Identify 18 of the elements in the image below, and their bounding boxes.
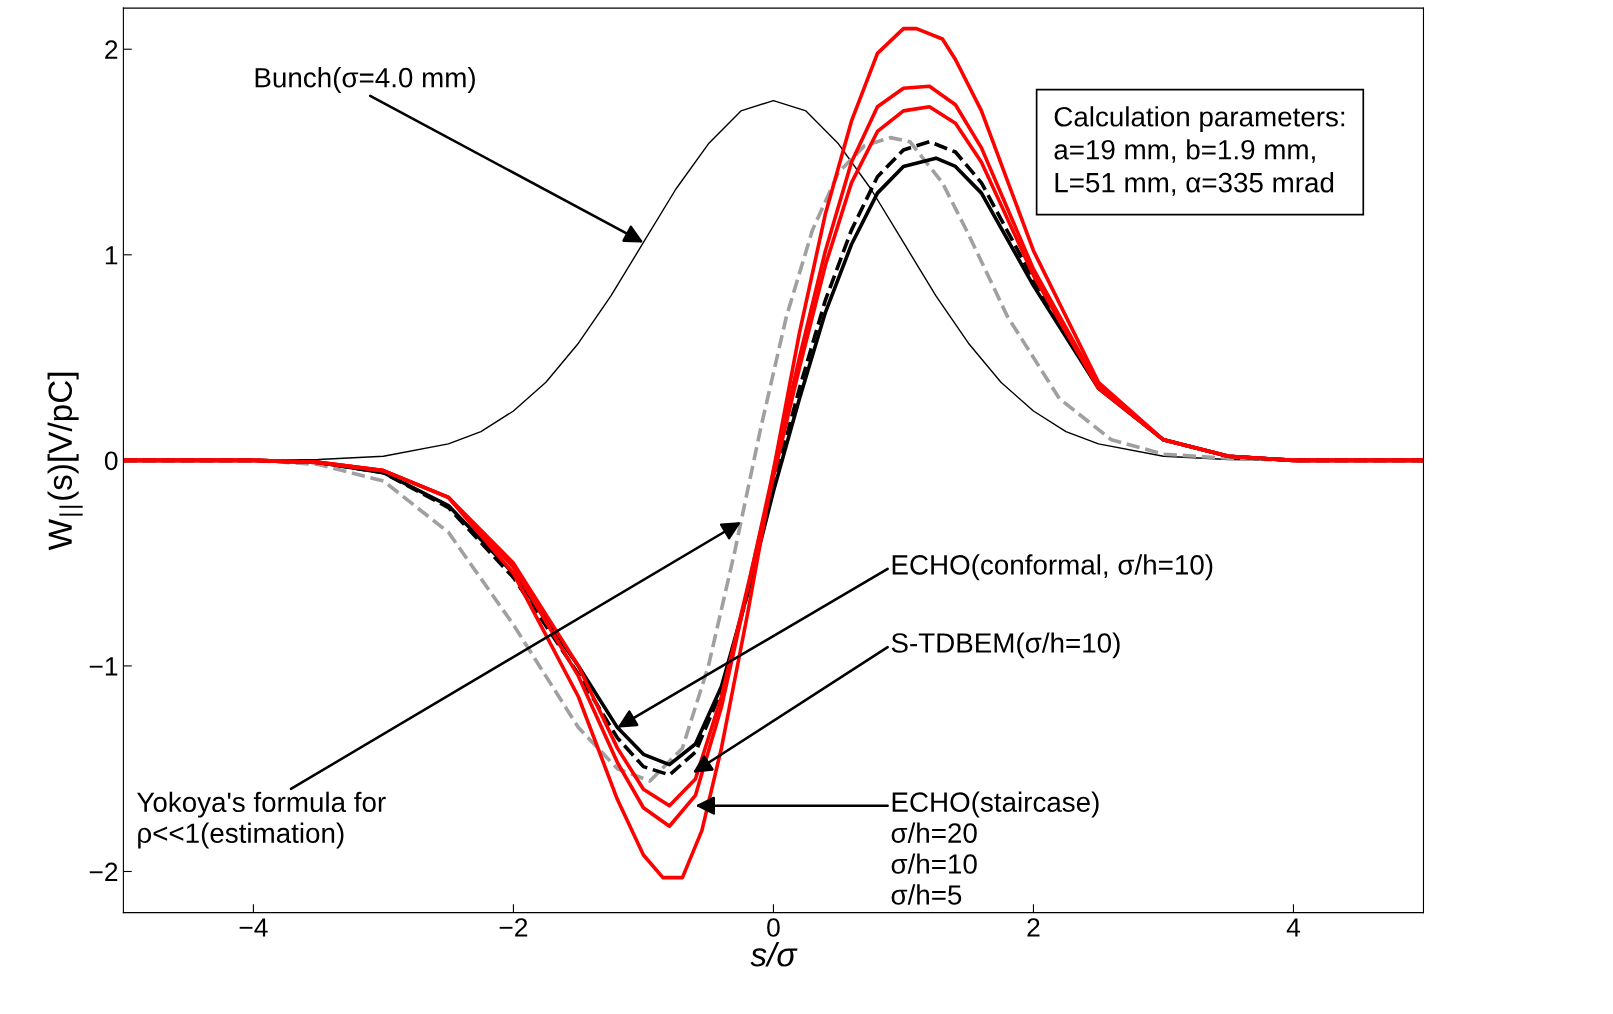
x-tick-label: −4 <box>239 918 268 937</box>
annotation: ECHO(conformal, σ/h=10) <box>892 554 1213 581</box>
x-axis-title: s/σ <box>750 942 798 967</box>
annotation: Yokoya's formula for ρ<<1(estimation) <box>137 791 386 849</box>
y-axis-title: W$_{||}$(s)[V/pC] <box>47 372 83 551</box>
annotation: Bunch(σ=4.0 mm) <box>255 67 475 93</box>
annotation: S-TDBEM(σ/h=10) <box>891 632 1120 659</box>
y-tick-label: 1 <box>105 246 118 265</box>
x-tick-label: 0 <box>767 918 780 937</box>
x-tick-label: −2 <box>499 918 528 937</box>
y-tick-label: −2 <box>89 862 118 882</box>
annotation: ECHO(staircase) σ/h=20 σ/h=10 σ/h=5 <box>891 791 1099 905</box>
y-tick-label: 2 <box>105 40 118 59</box>
annotation: Calculation parameters: a=19 mm, b=1.9 mm, L=51 mm, α=335 mrad <box>1054 106 1345 196</box>
x-tick-label: 4 <box>1286 918 1301 937</box>
x-tick-label: 2 <box>1027 918 1040 937</box>
y-tick-label: −1 <box>89 657 118 676</box>
y-tick-label: 0 <box>104 451 118 471</box>
